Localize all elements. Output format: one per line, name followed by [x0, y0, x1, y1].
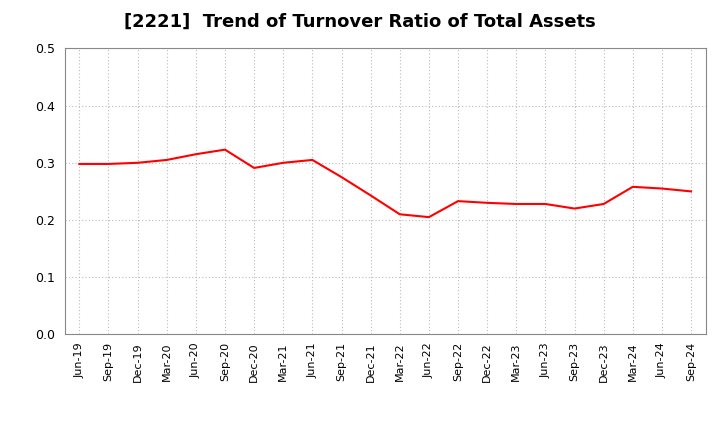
Text: [2221]  Trend of Turnover Ratio of Total Assets: [2221] Trend of Turnover Ratio of Total … — [124, 13, 596, 31]
